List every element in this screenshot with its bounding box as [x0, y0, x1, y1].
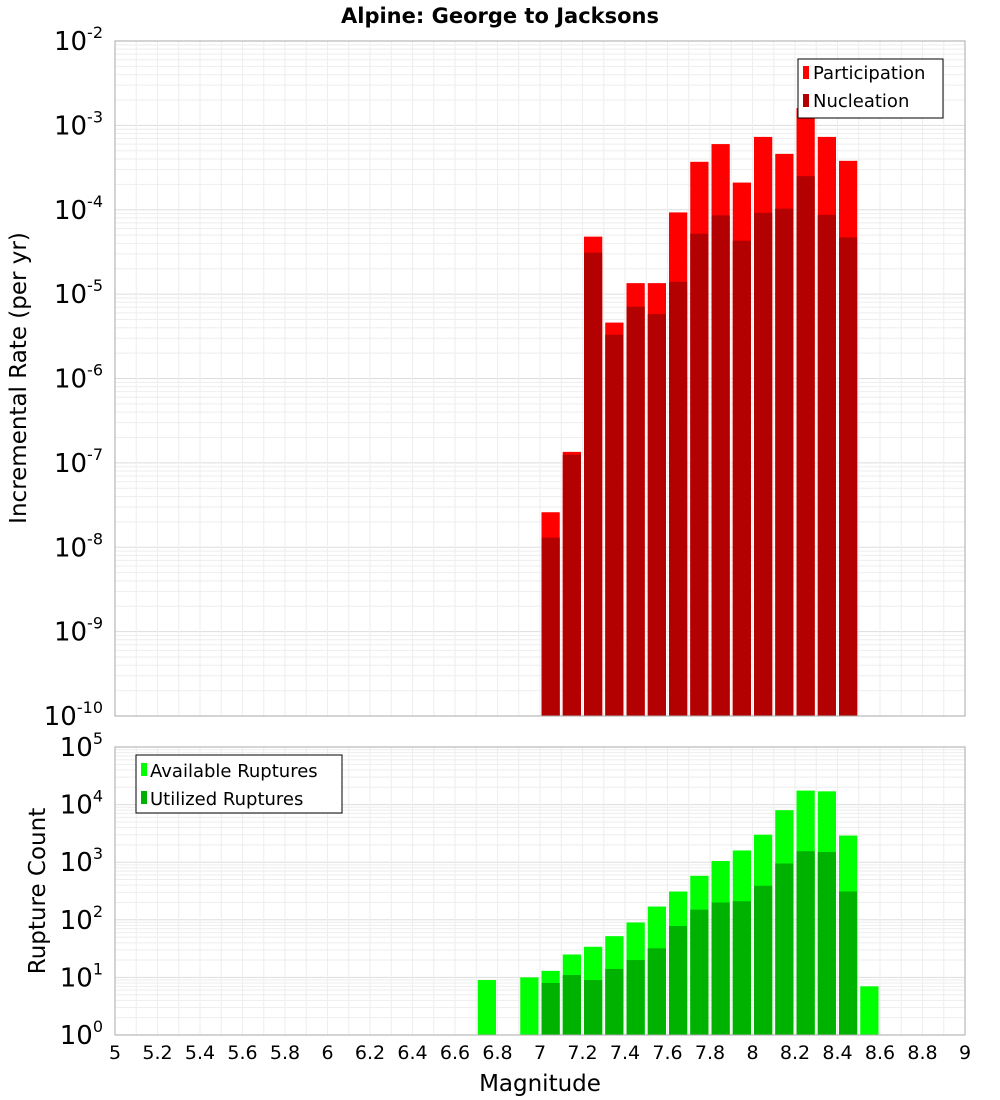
rate-y-tick-label: 10-10 [44, 698, 103, 732]
legend-label-nucleation: Nucleation [813, 91, 909, 112]
rate-bar-nucleation [775, 208, 794, 716]
count-bars [477, 790, 879, 1035]
x-tick-label: 6 [321, 1042, 333, 1064]
x-tick-label: 7.2 [567, 1042, 597, 1064]
legend-swatch-available [141, 763, 147, 776]
x-tick-label: 6.2 [355, 1042, 385, 1064]
rate-y-ticks: 10-10 10-9 10-8 10-7 10-6 10-5 10-4 10-3 10-2 [44, 23, 103, 732]
x-tick-label: 8.6 [865, 1042, 895, 1064]
legend-label-utilized: Utilized Ruptures [150, 789, 303, 810]
rate-y-tick-label: 10-4 [54, 192, 103, 226]
count-bar-utilized-ruptures [541, 982, 560, 1035]
rate-bar-nucleation [626, 306, 645, 716]
rate-y-tick-label: 10-3 [54, 107, 103, 141]
rate-bar-nucleation [605, 334, 624, 716]
x-tick-label: 7.6 [652, 1042, 682, 1064]
count-bar-utilized-ruptures [562, 975, 581, 1035]
rate-panel: 10-10 10-9 10-8 10-7 10-6 10-5 10-4 10-3 10-2 In… [6, 23, 966, 732]
rate-y-tick-label: 10-6 [54, 361, 103, 395]
rate-bar-nucleation [711, 215, 730, 717]
x-tick-label: 5.2 [142, 1042, 172, 1064]
count-panel: 100 101 102 103 104 105 5 5.2 5.4 5.6 5.8 6 6.2 6.4 6… [25, 729, 971, 1097]
rate-bar-nucleation [817, 214, 836, 716]
count-bar-utilized-ruptures [711, 902, 730, 1035]
rate-bar-nucleation [690, 233, 709, 716]
rate-bar-nucleation [669, 281, 688, 716]
count-y-tick-label: 105 [60, 729, 103, 763]
count-y-tick-label: 102 [60, 902, 103, 936]
x-tick-label: 6.6 [440, 1042, 470, 1064]
count-bar-utilized-ruptures [690, 909, 709, 1035]
legend-label-available: Available Ruptures [150, 761, 318, 782]
x-tick-label: 8.8 [907, 1042, 937, 1064]
rate-y-tick-label: 10-7 [54, 445, 103, 479]
rate-bar-nucleation [754, 212, 773, 716]
count-bar-utilized-ruptures [605, 968, 624, 1035]
count-bar-available-ruptures [477, 980, 496, 1035]
x-tick-label: 7.4 [610, 1042, 640, 1064]
x-tick-label: 5.6 [227, 1042, 257, 1064]
rate-bar-nucleation [839, 237, 858, 716]
count-y-ticks: 100 101 102 103 104 105 [60, 729, 103, 1051]
x-tick-label: 5.4 [185, 1042, 215, 1064]
count-y-tick-label: 100 [60, 1017, 103, 1051]
rate-bars [541, 108, 858, 717]
x-tick-label: 5.8 [270, 1042, 300, 1064]
chart-title: Alpine: George to Jacksons [341, 4, 659, 28]
count-bar-utilized-ruptures [626, 960, 645, 1035]
x-tick-label: 6.8 [482, 1042, 512, 1064]
count-bar-utilized-ruptures [732, 901, 751, 1035]
rate-legend: Participation Nucleation [797, 58, 944, 119]
rate-y-tick-label: 10-8 [54, 529, 103, 563]
count-y-tick-label: 103 [60, 844, 103, 878]
x-tick-labels: 5 5.2 5.4 5.6 5.8 6 6.2 6.4 6.6 6.8 7 7.2 7.4 7.6 7.8 8… [109, 1042, 971, 1064]
x-tick-label: 8 [746, 1042, 758, 1064]
count-bar-available-ruptures [860, 986, 879, 1035]
count-bar-utilized-ruptures [775, 863, 794, 1035]
count-y-axis-label: Rupture Count [25, 808, 51, 974]
x-tick-label: 7.8 [695, 1042, 725, 1064]
count-bar-available-ruptures [520, 977, 539, 1035]
count-y-tick-label: 104 [60, 787, 103, 821]
rate-plot-border [114, 40, 966, 717]
rate-legend-box [797, 58, 944, 119]
count-bar-utilized-ruptures [647, 948, 666, 1035]
rate-bar-nucleation [732, 240, 751, 717]
count-bar-utilized-ruptures [839, 891, 858, 1035]
rate-bar-nucleation [562, 454, 581, 716]
rate-bar-nucleation [541, 537, 560, 716]
count-plot-border [114, 746, 966, 1036]
x-tick-label: 6.4 [397, 1042, 427, 1064]
count-bar-utilized-ruptures [669, 926, 688, 1035]
rate-y-tick-label: 10-9 [54, 614, 103, 648]
x-tick-label: 9 [959, 1042, 971, 1064]
legend-swatch-participation [803, 66, 809, 79]
count-legend-box [135, 754, 343, 814]
rate-bar-nucleation [584, 252, 603, 716]
count-bar-utilized-ruptures [817, 852, 836, 1035]
rate-y-tick-label: 10-2 [54, 23, 103, 57]
legend-swatch-utilized [141, 791, 147, 804]
x-tick-label: 8.4 [822, 1042, 852, 1064]
count-bar-utilized-ruptures [796, 851, 815, 1035]
x-tick-label: 7 [534, 1042, 546, 1064]
rate-y-axis-label: Incremental Rate (per yr) [6, 232, 32, 524]
rate-bar-nucleation [796, 176, 815, 716]
rate-y-tick-label: 10-5 [54, 276, 103, 310]
count-bar-utilized-ruptures [754, 885, 773, 1035]
x-axis-label: Magnitude [479, 1071, 601, 1097]
legend-label-participation: Participation [813, 63, 925, 84]
count-legend: Available Ruptures Utilized Ruptures [135, 754, 343, 814]
rate-grid [114, 41, 966, 717]
count-bar-utilized-ruptures [584, 980, 603, 1035]
count-y-tick-label: 101 [60, 959, 103, 993]
x-tick-label: 5 [109, 1042, 121, 1064]
x-tick-label: 8.2 [780, 1042, 810, 1064]
legend-swatch-nucleation [803, 94, 809, 107]
rate-bar-nucleation [647, 314, 666, 716]
